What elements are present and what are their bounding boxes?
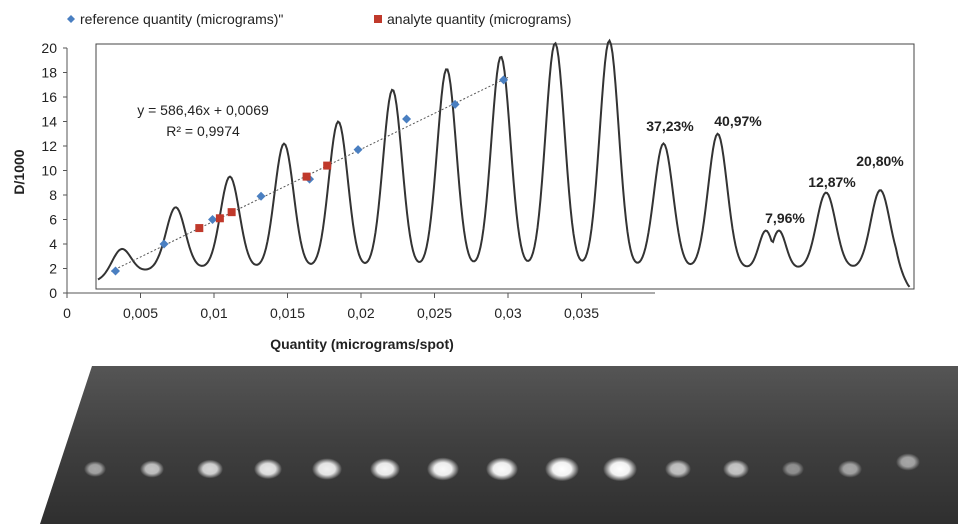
- y-tick-label: 18: [41, 65, 57, 81]
- plate-spot: [312, 458, 342, 480]
- y-tick-label: 10: [41, 163, 57, 179]
- legend: reference quantity (micrograms)" analyte…: [67, 11, 571, 27]
- x-tick-label: 0,005: [123, 305, 158, 321]
- legend-marker-square: [374, 15, 382, 23]
- plate-spot: [254, 458, 282, 480]
- analyte-point: [323, 161, 332, 170]
- y-tick-label: 14: [41, 114, 57, 130]
- plate-spot: [665, 459, 691, 479]
- x-tick-label: 0,025: [417, 305, 452, 321]
- y-tick-label: 4: [49, 236, 57, 252]
- plate-spot: [197, 459, 223, 479]
- annotation-label: 40,97%: [714, 113, 762, 129]
- y-tick-label: 6: [49, 212, 57, 228]
- plate-spot: [370, 458, 400, 480]
- x-tick-label: 0,035: [564, 305, 599, 321]
- x-tick-label: 0: [63, 305, 71, 321]
- y-tick-label: 16: [41, 89, 57, 105]
- plate-spots: [84, 453, 920, 482]
- reference-point: [353, 145, 363, 155]
- analyte-point: [195, 224, 204, 233]
- annotation-label: 12,87%: [808, 174, 856, 190]
- y-tick-label: 2: [49, 261, 57, 277]
- annotation-label: 7,96%: [765, 210, 805, 226]
- reference-point: [499, 75, 509, 85]
- plate-spot: [723, 459, 749, 479]
- reference-point: [450, 99, 460, 109]
- reference-point: [159, 239, 169, 249]
- densitometry-chart: reference quantity (micrograms)" analyte…: [11, 11, 915, 352]
- analyte-point: [215, 214, 224, 223]
- plate-spot: [545, 456, 579, 482]
- x-tick-label: 0,015: [270, 305, 305, 321]
- tlc-plate: [40, 366, 958, 524]
- x-tick-label: 0,01: [200, 305, 227, 321]
- legend-label-reference: reference quantity (micrograms)": [80, 11, 283, 27]
- x-ticks: 0 0,005 0,01 0,015 0,02 0,025 0,03 0,035: [63, 293, 599, 321]
- densitogram-trace: [97, 38, 911, 288]
- annotation-label: 37,23%: [646, 118, 694, 134]
- plate-spot: [603, 456, 637, 482]
- data-points: [111, 75, 509, 276]
- y-tick-label: 12: [41, 138, 57, 154]
- y-tick-label: 20: [41, 40, 57, 56]
- x-tick-label: 0,03: [494, 305, 521, 321]
- plate-spot: [427, 457, 459, 481]
- reference-point: [111, 266, 121, 276]
- plate-spot: [140, 460, 164, 478]
- annotations: 37,23% 40,97% 7,96% 12,87% 20,80%: [646, 113, 904, 226]
- y-axis-label: D/1000: [11, 149, 27, 194]
- analyte-point: [302, 172, 311, 181]
- trendline-r2: R² = 0,9974: [166, 123, 240, 139]
- x-axis-label: Quantity (micrograms/spot): [270, 336, 454, 352]
- analyte-point: [227, 208, 236, 217]
- legend-marker-diamond: [67, 15, 75, 23]
- legend-item-reference: reference quantity (micrograms)": [67, 11, 283, 27]
- plate-spot: [486, 457, 518, 481]
- legend-label-analyte: analyte quantity (micrograms): [387, 11, 571, 27]
- trendline-equation: y = 586,46x + 0,0069: [137, 102, 269, 118]
- legend-item-analyte: analyte quantity (micrograms): [374, 11, 571, 27]
- reference-point: [208, 215, 218, 224]
- plate-spot: [896, 453, 920, 471]
- y-tick-label: 0: [49, 285, 57, 301]
- y-ticks: 0 2 4 6 8 10 12 14 16 18 20: [41, 40, 67, 301]
- plate-spot: [838, 460, 862, 478]
- plate-spot: [84, 461, 106, 477]
- y-tick-label: 8: [49, 187, 57, 203]
- plate-spot: [782, 461, 804, 477]
- reference-point: [256, 191, 266, 201]
- reference-point: [402, 114, 412, 124]
- x-tick-label: 0,02: [347, 305, 374, 321]
- annotation-label: 20,80%: [856, 153, 904, 169]
